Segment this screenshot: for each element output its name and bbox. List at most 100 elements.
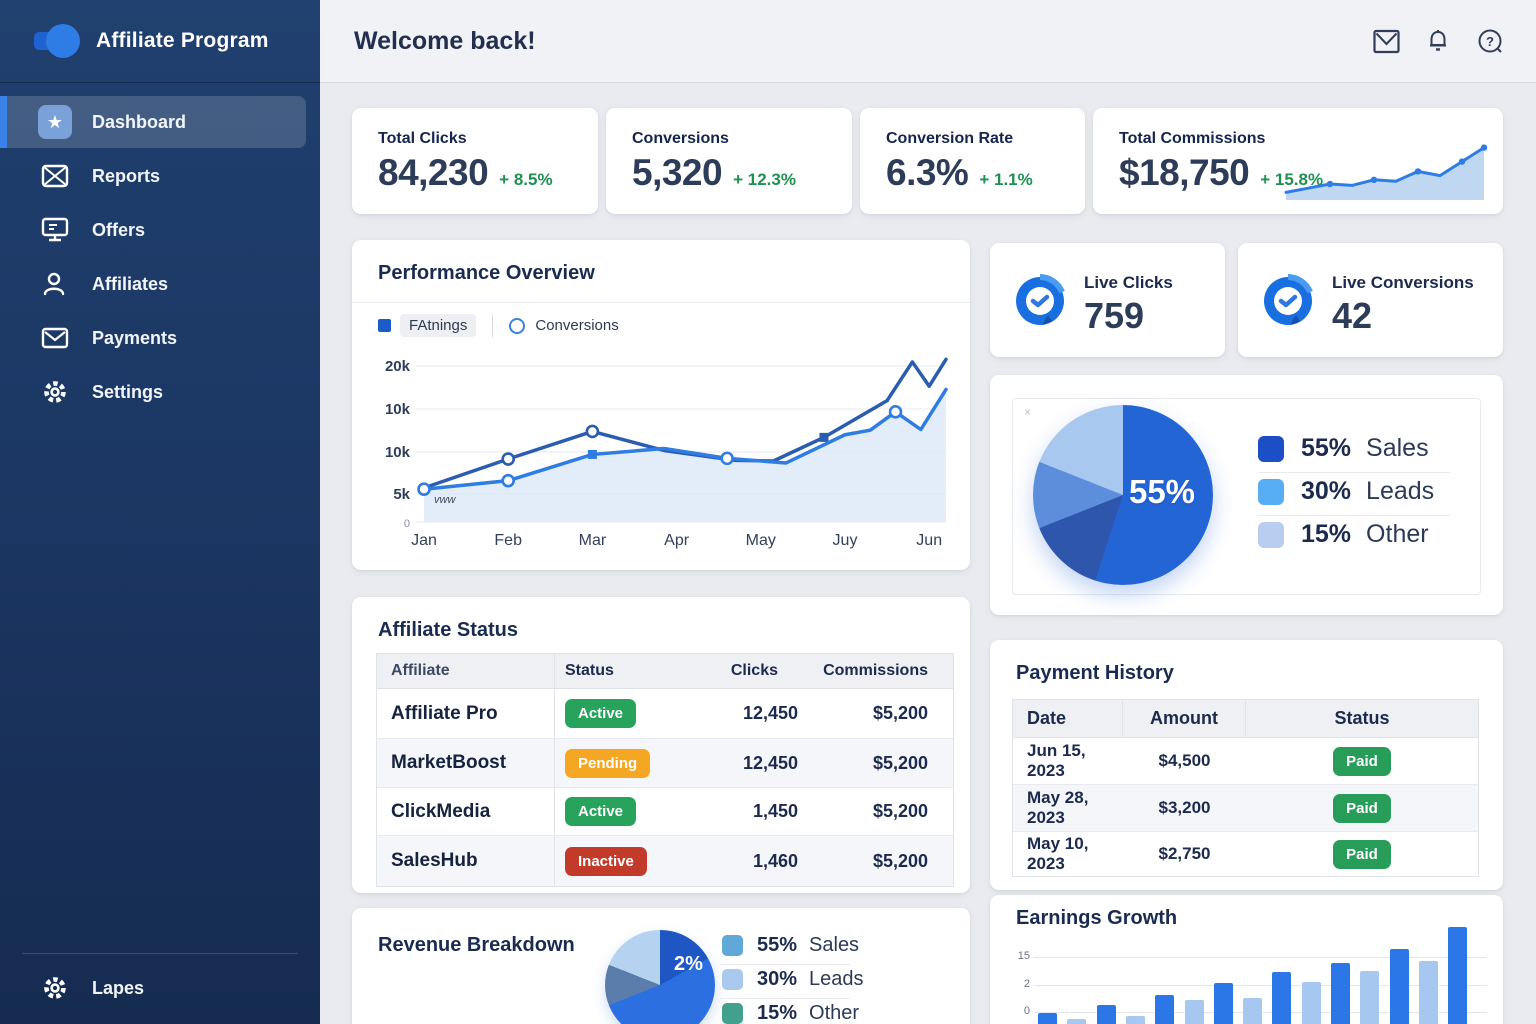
clicks-value: 12,450	[742, 752, 798, 773]
live-value: 759	[1084, 295, 1145, 336]
bar	[1067, 1019, 1087, 1024]
bar	[1448, 927, 1468, 1024]
svg-text:Apr: Apr	[664, 532, 690, 549]
live-value: 42	[1332, 295, 1373, 336]
table-row[interactable]: Affiliate Pro Active 12,450 $5,200	[377, 689, 953, 739]
table-row[interactable]: MarketBoost Pending 12,450 $5,200	[377, 739, 953, 788]
paid-badge: Paid	[1333, 746, 1391, 776]
svg-text:20k: 20k	[385, 358, 411, 375]
affiliate-name: MarketBoost	[391, 752, 507, 773]
y-axis-label: 2	[1023, 978, 1030, 990]
report-box-icon	[38, 159, 72, 193]
table-row[interactable]: Jun 15, 2023 $4,500 Paid	[1013, 738, 1478, 785]
bell-icon[interactable]	[1424, 27, 1452, 55]
commissions-value: $5,200	[872, 850, 928, 871]
chart-legend: FAtnings Conversions	[378, 314, 619, 337]
live-clicks-card: Live Clicks 759	[990, 243, 1225, 357]
column-header: Amount	[1123, 700, 1246, 737]
payment-amount: $2,750	[1158, 844, 1211, 863]
sidebar-item-label: Lapes	[92, 977, 145, 998]
gridline	[1034, 957, 1487, 958]
home-star-icon: ★	[38, 105, 72, 139]
card-title: Performance Overview	[378, 262, 595, 284]
payment-amount: $4,500	[1158, 751, 1211, 770]
payment-history-card: Payment History Date Amount Status Jun 1…	[990, 640, 1503, 890]
sidebar-item-label: Dashboard	[92, 111, 187, 132]
corner-mark: ×	[1024, 405, 1032, 419]
sidebar-item-label: Offers	[92, 219, 146, 240]
svg-text:vww: vww	[434, 494, 456, 506]
pie-center-label: 55%	[1128, 473, 1196, 510]
status-badge: Active	[565, 797, 637, 826]
sidebar-item-label: Reports	[92, 165, 161, 186]
table-row[interactable]: May 28, 2023 $3,200 Paid	[1013, 785, 1478, 832]
sidebar-item-dashboard[interactable]: ★ Dashboard	[0, 96, 306, 148]
sidebar-item-offers[interactable]: Offers	[0, 204, 320, 256]
gear-icon	[38, 971, 72, 1005]
pie-slice-label: 2%	[674, 953, 703, 975]
app-logo-icon	[34, 21, 80, 61]
table-row[interactable]: ClickMedia Active 1,450 $5,200	[377, 788, 953, 836]
sidebar-item-reports[interactable]: Reports	[0, 150, 320, 202]
mail-icon[interactable]	[1372, 27, 1400, 55]
payment-date: May 10, 2023	[1027, 834, 1089, 873]
earnings-growth-card: Earnings Growth 15 2 0	[990, 895, 1503, 1024]
svg-text:Feb: Feb	[494, 532, 522, 549]
column-header: Status	[554, 654, 666, 688]
stat-value: 6.3%	[886, 152, 969, 193]
card-title: Affiliate Status	[378, 619, 519, 641]
legend-separator	[720, 998, 850, 999]
topbar: Welcome back! ?	[320, 0, 1536, 83]
table-row[interactable]: May 10, 2023 $2,750 Paid	[1013, 832, 1478, 876]
table-row[interactable]: SalesHub Inactive 1,460 $5,200	[377, 836, 953, 886]
legend-separator	[1258, 515, 1450, 516]
svg-text:Jan: Jan	[411, 532, 437, 549]
status-badge: Pending	[565, 748, 651, 778]
legend-separator	[720, 964, 850, 965]
sidebar: Affiliate Program ★ Dashboard Reports Of…	[0, 0, 320, 1024]
bar	[1331, 962, 1350, 1024]
legend-label: Other	[1366, 520, 1429, 548]
column-header: Status	[1334, 708, 1390, 728]
sidebar-item-affiliates[interactable]: Affiliates	[0, 258, 320, 310]
leads-swatch	[1258, 478, 1284, 505]
divider	[352, 302, 970, 303]
table-header-row: Affiliate Status Clicks Commissions	[377, 654, 953, 689]
stat-card-conversion-rate: Conversion Rate 6.3% + 1.1%	[860, 108, 1085, 214]
live-conversions-icon	[1260, 273, 1316, 334]
help-icon[interactable]: ?	[1476, 27, 1504, 55]
legend-item-earnings[interactable]: FAtnings	[400, 314, 477, 337]
svg-text:Mar: Mar	[579, 532, 607, 549]
stat-label: Conversions	[632, 130, 729, 147]
commissions-value: $5,200	[872, 703, 928, 723]
bar	[1418, 961, 1438, 1024]
legend-label: Other	[809, 1001, 860, 1024]
bar	[1360, 970, 1380, 1024]
conversion-split-pie-chart	[1033, 405, 1213, 585]
legend-item-leads: 30% Leads	[1258, 477, 1434, 505]
gear-icon	[38, 375, 72, 409]
sidebar-item-payments[interactable]: Payments	[0, 312, 320, 364]
bar	[1301, 981, 1321, 1024]
column-header: Clicks	[730, 662, 778, 679]
bar	[1184, 1000, 1204, 1024]
revenue-breakdown-pie-chart	[605, 930, 715, 1024]
legend-item-conversions[interactable]: Conversions	[535, 317, 619, 334]
live-label: Live Clicks	[1084, 273, 1173, 292]
legend-pct: 15%	[757, 1001, 798, 1024]
other-swatch	[722, 1002, 743, 1024]
affiliate-status-table: Affiliate Status Clicks Commissions Affi…	[376, 653, 954, 887]
column-header: Date	[1013, 700, 1123, 737]
svg-text:Jun: Jun	[916, 532, 942, 549]
legend-separator	[492, 314, 494, 337]
sidebar-item-settings[interactable]: Settings	[0, 366, 320, 418]
table-header-row: Date Amount Status	[1013, 700, 1478, 738]
sidebar-item-lapes[interactable]: Lapes	[0, 962, 320, 1014]
legend-square-swatch	[378, 319, 391, 332]
card-title: Payment History	[1016, 662, 1174, 684]
bar	[1096, 1005, 1116, 1024]
app-title: Affiliate Program	[96, 29, 269, 52]
other-swatch	[1258, 521, 1284, 548]
status-badge: Active	[565, 699, 637, 728]
